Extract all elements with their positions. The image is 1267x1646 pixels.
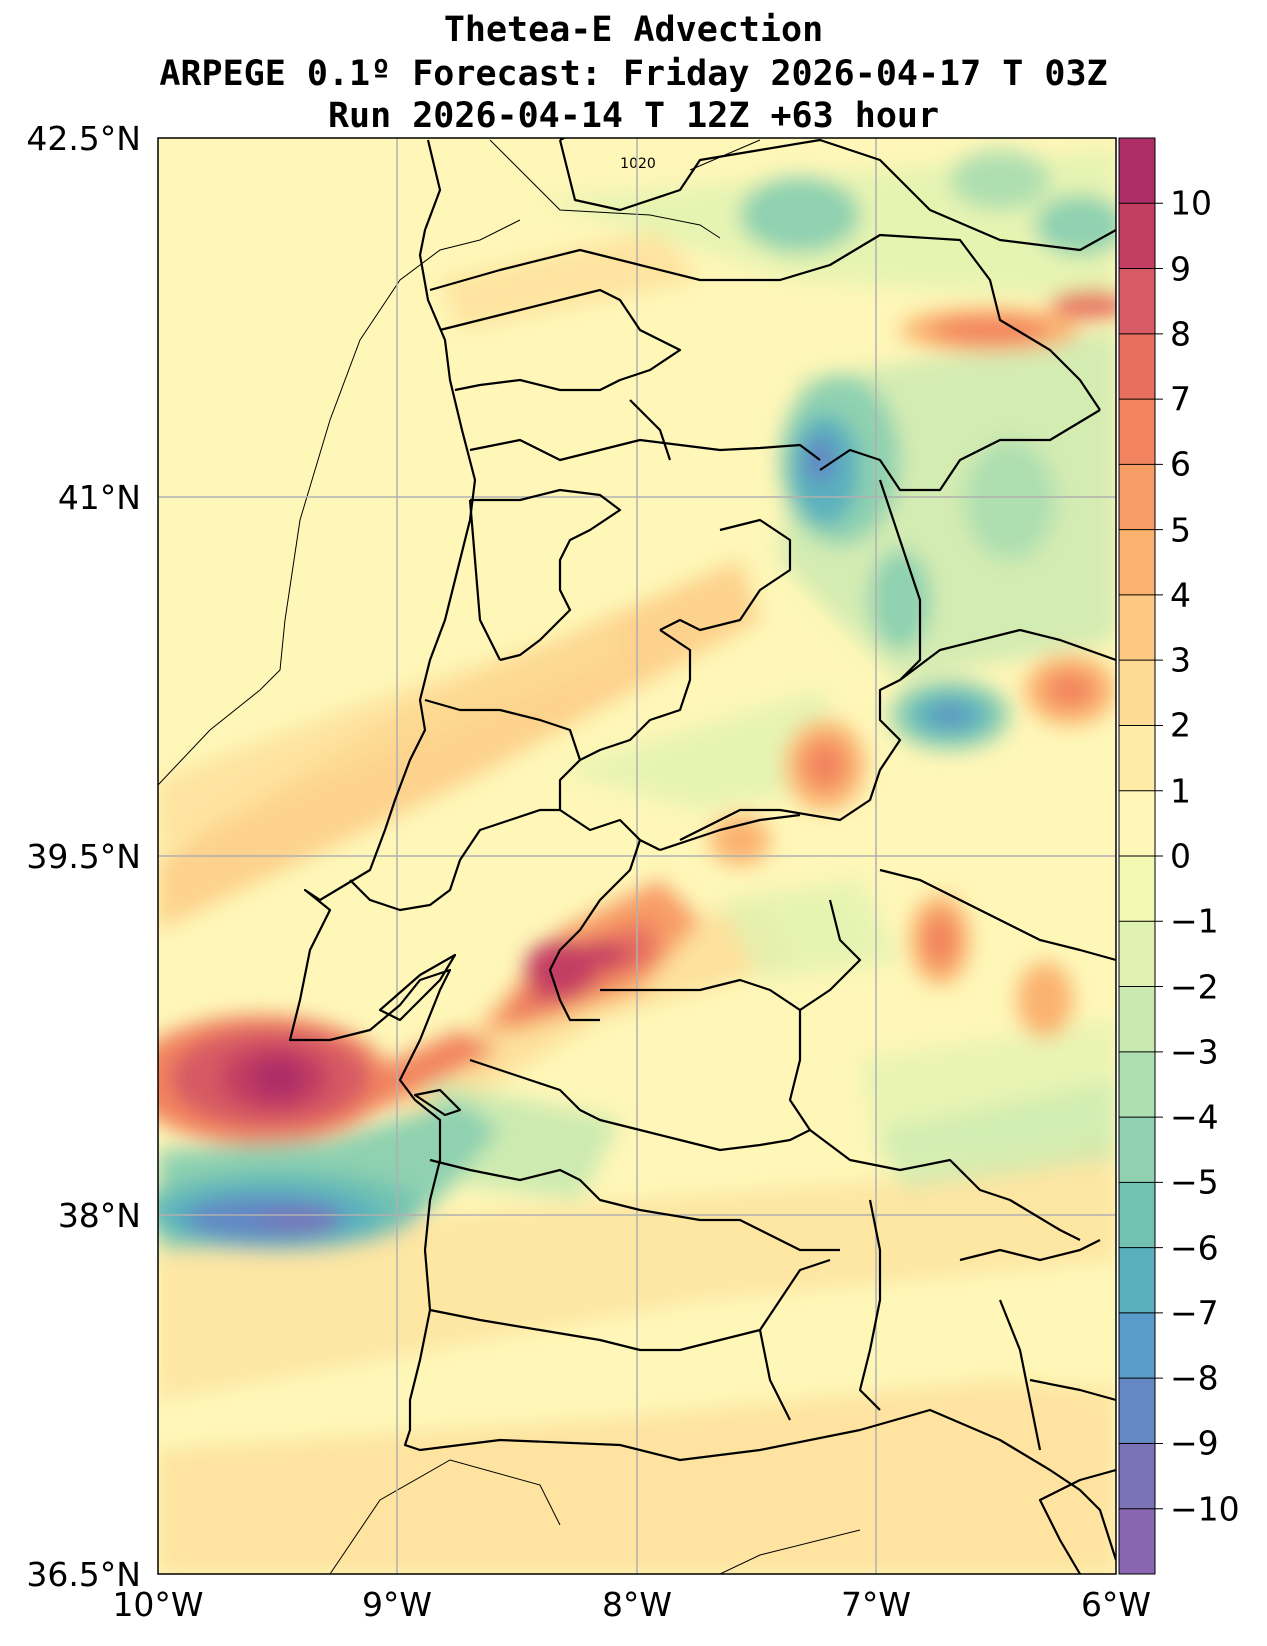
colorbar-swatch — [1119, 203, 1155, 270]
colorbar-swatch — [1119, 268, 1155, 335]
district-12 — [429, 1258, 831, 1352]
border-n1 — [429, 233, 1101, 411]
lon-label: 8°W — [601, 1585, 673, 1624]
lon-label: 10°W — [112, 1585, 204, 1624]
colorbar-swatch — [1119, 1051, 1155, 1118]
district-1 — [439, 288, 682, 392]
colorbar-tick-label: 4 — [1170, 575, 1191, 615]
title-line-3: Run 2026-04-14 T 12Z +63 hour — [327, 96, 940, 136]
colorbar-tick-label: 8 — [1170, 314, 1191, 354]
title-line-1: Thetea-E Advection — [443, 10, 824, 50]
border-e-4 — [879, 868, 1116, 962]
colorbar-tick-label: 0 — [1170, 836, 1191, 876]
coastline — [288, 139, 1116, 1561]
tagus-estuary — [378, 953, 457, 1022]
colorbar-swatch — [1119, 529, 1155, 596]
border-e-3 — [679, 679, 902, 841]
isobar-lines — [158, 139, 861, 1574]
coastline-and-borders — [288, 138, 1116, 1574]
lat-label: 42.5°N — [26, 119, 141, 158]
colorbar-tick-label: −6 — [1170, 1228, 1219, 1268]
title-line-2: ARPEGE 0.1º Forecast: Friday 2026-04-17 … — [159, 54, 1108, 94]
lon-label: 9°W — [361, 1585, 433, 1624]
colorbar-tick-label: −4 — [1170, 1097, 1219, 1137]
colorbar-tick-label: 7 — [1170, 379, 1191, 419]
colorbar-swatch — [1119, 725, 1155, 792]
isobar-label: 1020 — [620, 156, 656, 172]
lat-label: 36.5°N — [26, 1555, 141, 1594]
colorbar-swatch — [1119, 1182, 1155, 1249]
lat-label: 38°N — [57, 1196, 141, 1235]
lon-label: 7°W — [840, 1585, 912, 1624]
colorbar-tick-label: −9 — [1170, 1423, 1219, 1463]
colorbar-swatch — [1119, 1117, 1155, 1183]
colorbar-swatch — [1119, 464, 1155, 531]
colorbar-swatch — [1119, 1312, 1155, 1379]
colorbar-swatch — [1119, 594, 1155, 661]
lon-label: 6°W — [1080, 1585, 1152, 1624]
colorbar-tick-label: 1 — [1170, 771, 1191, 811]
district-4 — [659, 518, 792, 632]
colorbar-tick-label: 6 — [1170, 444, 1191, 484]
colorbar-swatch — [1119, 1508, 1155, 1575]
map-frame — [157, 137, 1117, 1575]
spain-border — [558, 138, 1116, 252]
colorbar-tick-label: −3 — [1170, 1032, 1219, 1072]
colorbar-swatch — [1119, 399, 1155, 465]
colorbar-tick-label: 3 — [1170, 640, 1191, 680]
border-east-2 — [878, 479, 1116, 682]
colorbar-swatch — [1119, 1247, 1155, 1314]
district-13 — [858, 1199, 882, 1411]
colorbar-tick-label: −7 — [1170, 1293, 1219, 1333]
colorbar-tick-label: 9 — [1170, 249, 1191, 289]
colorbar-tick-label: −1 — [1170, 901, 1219, 941]
colorbar-swatch — [1119, 660, 1155, 726]
district-10 — [469, 1058, 811, 1152]
colorbar-swatch — [1119, 921, 1155, 988]
colorbar-tick-label: −10 — [1170, 1489, 1240, 1529]
district-8 — [548, 839, 642, 1022]
district-7 — [349, 808, 560, 912]
district-5 — [558, 629, 692, 851]
colorbar-swatch — [1119, 790, 1155, 857]
district-9 — [600, 978, 801, 1011]
colorbar-swatch — [1119, 1378, 1155, 1444]
border-east-1 — [819, 409, 1101, 492]
colorbar-swatch — [1119, 333, 1155, 400]
district-3 — [470, 488, 622, 662]
district-11 — [429, 1158, 840, 1252]
colorbar-tick-label: 2 — [1170, 705, 1191, 745]
colorbar-swatch — [1119, 986, 1155, 1053]
lat-label: 39.5°N — [26, 837, 141, 876]
lat-label: 41°N — [57, 478, 141, 517]
colorbar-swatch — [1119, 1443, 1155, 1510]
colorbar-tick-label: −2 — [1170, 967, 1219, 1007]
colorbar-tick-label: −8 — [1170, 1358, 1219, 1398]
colorbar-tick-label: 5 — [1170, 510, 1191, 550]
district-6 — [424, 698, 582, 761]
colorbar-tick-label: 10 — [1170, 183, 1212, 223]
graticule — [158, 138, 1116, 1574]
colorbar-tick-label: −5 — [1170, 1162, 1219, 1202]
sado-estuary — [413, 1088, 462, 1117]
district-2 — [469, 438, 821, 462]
colorbar-swatch — [1119, 138, 1155, 204]
colorbar-swatch — [1119, 856, 1155, 922]
colorbar — [1118, 137, 1163, 1575]
